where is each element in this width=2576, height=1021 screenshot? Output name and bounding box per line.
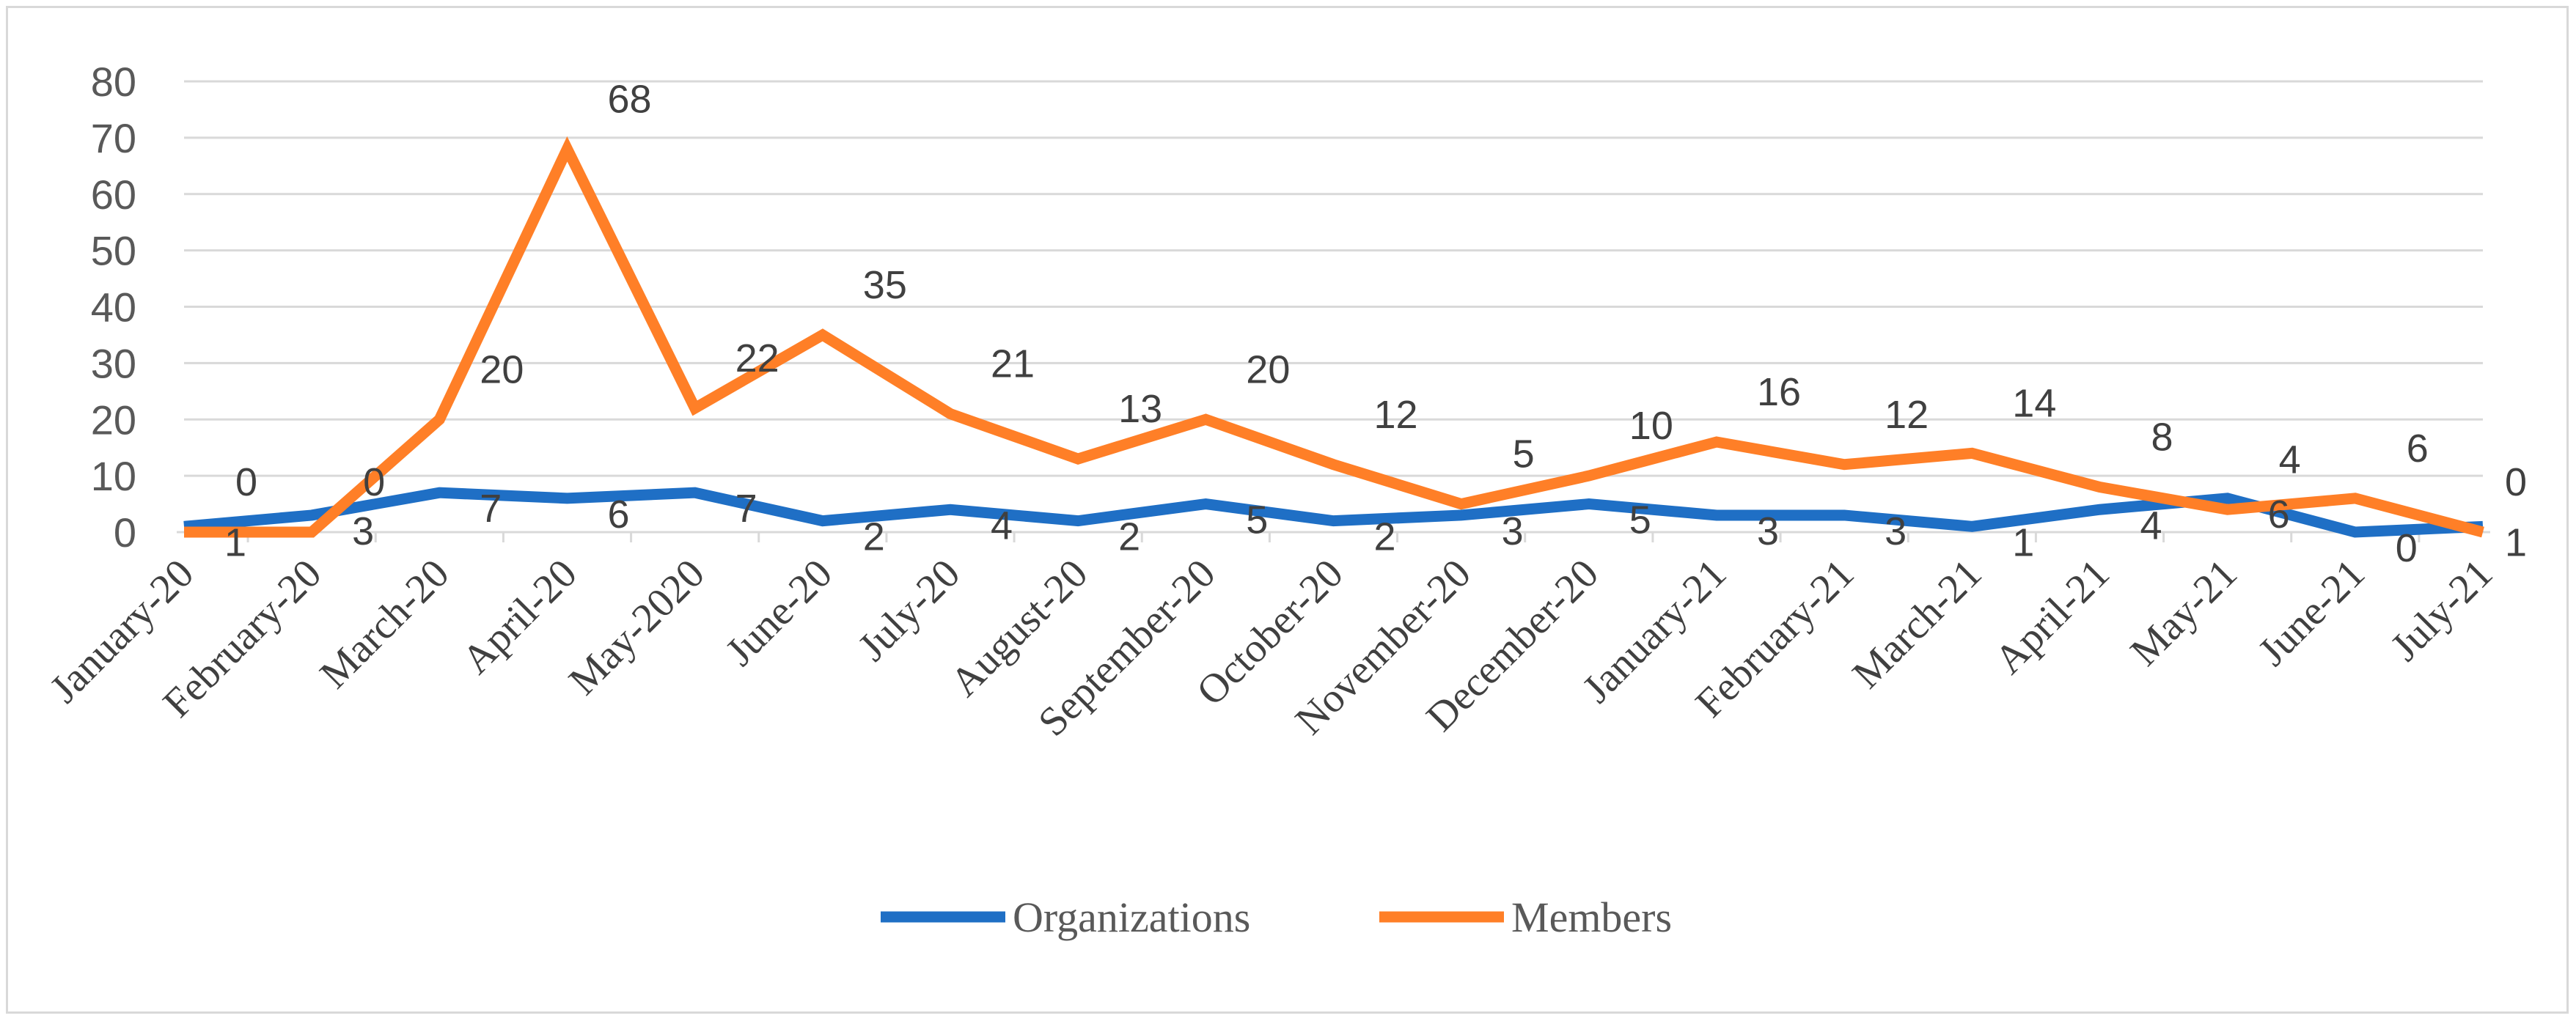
data-label-organizations: 1: [2012, 520, 2034, 564]
data-labels: 1 37 6 72 4 2 5 2 3 5 3 3 1 4 60 10 02068223521132012510…: [224, 77, 2527, 570]
data-label-members: 14: [2012, 381, 2056, 425]
data-label-organizations: 2: [863, 515, 885, 559]
data-label-members: 12: [1373, 393, 1417, 437]
data-label-organizations: 3: [1502, 509, 1524, 553]
y-tick-label: 30: [91, 340, 136, 386]
x-tick-label: June-20: [717, 550, 841, 674]
data-label-organizations: 3: [352, 509, 374, 553]
x-tick-label: April-21: [1986, 550, 2118, 682]
y-tick-label: 10: [91, 453, 136, 499]
data-label-organizations: 2: [1373, 515, 1395, 559]
data-label-organizations: 4: [2140, 504, 2162, 548]
data-label-members: 35: [863, 263, 907, 307]
y-tick-label: 40: [91, 284, 136, 331]
data-label-members: 0: [2505, 460, 2527, 504]
data-label-members: 16: [1757, 370, 1801, 414]
data-label-members: 8: [2151, 416, 2173, 460]
gridlines: [184, 80, 2483, 477]
y-tick-label: 50: [91, 228, 136, 274]
data-label-members: 22: [735, 336, 779, 380]
data-label-members: 12: [1885, 393, 1929, 437]
x-tick-label: April-20: [453, 550, 585, 682]
data-label-members: 4: [2279, 438, 2301, 482]
x-tick-label: March-20: [312, 550, 458, 697]
data-label-organizations: 6: [607, 493, 629, 537]
series-lines: [183, 136, 2484, 538]
data-label-members: 5: [1513, 432, 1535, 476]
legend: Organizations Members: [881, 893, 1672, 941]
y-axis-ticks: 0 10 20 30 40 50 60 70 80: [91, 59, 136, 556]
y-tick-label: 0: [114, 509, 136, 556]
data-label-organizations: 5: [1629, 498, 1651, 542]
data-label-members: 6: [2407, 427, 2429, 471]
legend-label-members: Members: [1511, 893, 1672, 941]
data-label-members: 13: [1118, 387, 1162, 431]
x-tick-label: March-21: [1844, 550, 1991, 697]
data-label-organizations: 1: [2505, 520, 2527, 564]
legend-label-organizations: Organizations: [1013, 893, 1250, 941]
data-label-organizations: 0: [2396, 526, 2418, 570]
data-label-organizations: 7: [735, 487, 757, 531]
x-tick-label: May-21: [2122, 550, 2246, 674]
series-line-organizations: [183, 487, 2484, 538]
data-label-organizations: 5: [1246, 498, 1268, 542]
data-label-organizations: 3: [1885, 509, 1907, 553]
y-tick-label: 80: [91, 59, 136, 105]
data-label-organizations: 3: [1757, 509, 1779, 553]
data-label-organizations: 6: [2268, 493, 2290, 537]
data-label-organizations: 4: [991, 504, 1013, 548]
x-tick-label: July-20: [850, 550, 969, 670]
data-label-members: 20: [480, 347, 524, 391]
y-tick-label: 60: [91, 172, 136, 218]
x-axis-ticks: January-20February-20March-20April-20May…: [41, 550, 2501, 745]
data-label-members: 0: [235, 460, 257, 504]
data-label-members: 10: [1629, 404, 1673, 448]
data-label-members: 20: [1246, 347, 1290, 391]
data-label-members: 21: [991, 342, 1035, 386]
x-tick-label: May-2020: [560, 550, 713, 704]
x-tick-label: June-21: [2250, 550, 2374, 674]
y-tick-label: 20: [91, 397, 136, 443]
data-label-organizations: 2: [1118, 515, 1140, 559]
chart-frame: 0 10 20 30 40 50 60 70 80 January-20 February-20 M…: [6, 6, 2569, 1014]
x-axis: [177, 531, 2490, 542]
data-label-organizations: 1: [224, 520, 246, 564]
y-tick-label: 70: [91, 115, 136, 161]
data-label-members: 68: [607, 77, 651, 121]
series-line-members: [184, 136, 2484, 538]
data-label-members: 0: [363, 460, 385, 504]
data-label-organizations: 7: [480, 487, 502, 531]
